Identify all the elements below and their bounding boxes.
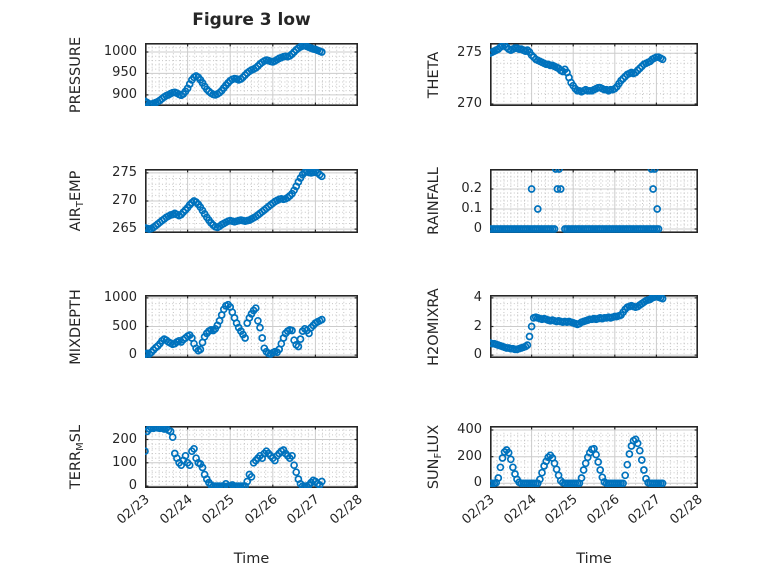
terr-msl-plot-area [145, 426, 358, 488]
pressure-ytick-label: 950 [112, 65, 137, 81]
sun-flux-ylabel: SUNFLUX [425, 382, 444, 532]
sun-flux-ytick-label: 0 [473, 475, 482, 491]
time-axis-label-1: Time [576, 551, 612, 567]
sun-flux-ylabel-text: SUN [426, 458, 442, 490]
rainfall-plot-area [490, 169, 698, 233]
mixdepth-plot-area [145, 295, 358, 358]
air-temp-ylabel-text: AIR [68, 207, 84, 232]
theta-ytick-label: 275 [457, 45, 482, 61]
rainfall-ytick-label: 0 [473, 221, 482, 236]
mixdepth-ylabel-text: MIXDEPTH [68, 288, 84, 365]
pressure-ylabel-text: PRESSURE [68, 36, 84, 113]
h2omixra-ytick-label: 0 [473, 347, 482, 363]
terr-msl-ylabel-text: SL [68, 424, 84, 443]
air-temp-ytick-label: 275 [112, 164, 137, 180]
h2omixra-ytick-label: 2 [473, 318, 482, 334]
mixdepth-ytick-label: 500 [112, 318, 137, 334]
sun-flux-plot-area [490, 426, 698, 488]
air-temp-ytick-label: 265 [112, 221, 137, 237]
sun-flux-ylabel-text: LUX [426, 424, 442, 453]
rainfall-ylabel-text: RAINFALL [426, 167, 442, 235]
mixdepth-ytick-label: 0 [128, 347, 137, 363]
terr-msl-ylabel: TERRMSL [67, 382, 86, 532]
h2omixra-ytick-label: 4 [473, 289, 482, 305]
mixdepth-ylabel: MIXDEPTH [67, 252, 85, 402]
theta-ylabel-text: THETA [426, 51, 442, 98]
pressure-ytick-label: 1000 [103, 44, 137, 59]
air-temp-ytick-label: 270 [112, 193, 137, 208]
rainfall-ytick-label: 0.2 [461, 181, 482, 196]
subplot-sun-flux [490, 426, 698, 488]
air-temp-plot-area [145, 169, 358, 233]
terr-msl-ylabel-subscript: M [75, 442, 86, 451]
theta-ytick-label: 270 [457, 95, 482, 111]
subplot-air-temp [145, 169, 358, 233]
h2omixra-ylabel-text: H2OMIXRA [426, 287, 442, 366]
sun-flux-ytick-label: 400 [457, 422, 482, 437]
terr-msl-ytick-label: 200 [112, 431, 137, 447]
subplot-rainfall [490, 169, 698, 233]
terr-msl-ylabel-text: TERR [68, 450, 84, 490]
h2omixra-plot-area [490, 295, 698, 358]
sun-flux-ytick-label: 200 [457, 448, 482, 464]
terr-msl-ytick-label: 100 [112, 454, 137, 470]
rainfall-ytick-label: 0.1 [461, 201, 482, 216]
figure-title: Figure 3 low [192, 10, 311, 30]
h2omixra-ylabel: H2OMIXRA [425, 252, 443, 402]
subplot-h2omixra [490, 295, 698, 358]
pressure-ytick-label: 900 [112, 86, 137, 102]
air-temp-ylabel-text: EMP [68, 170, 84, 202]
sun-flux-ylabel-subscript: F [433, 452, 444, 459]
mixdepth-ytick-label: 1000 [103, 289, 137, 305]
terr-msl-ytick-label: 0 [128, 478, 137, 494]
subplot-terr-msl [145, 426, 358, 488]
air-temp-ylabel-subscript: T [75, 201, 86, 208]
theta-plot-area [490, 43, 698, 106]
pressure-plot-area [145, 43, 358, 106]
subplot-theta [490, 43, 698, 106]
subplot-pressure [145, 43, 358, 106]
time-axis-label-0: Time [233, 551, 270, 567]
subplot-mixdepth [145, 295, 358, 358]
